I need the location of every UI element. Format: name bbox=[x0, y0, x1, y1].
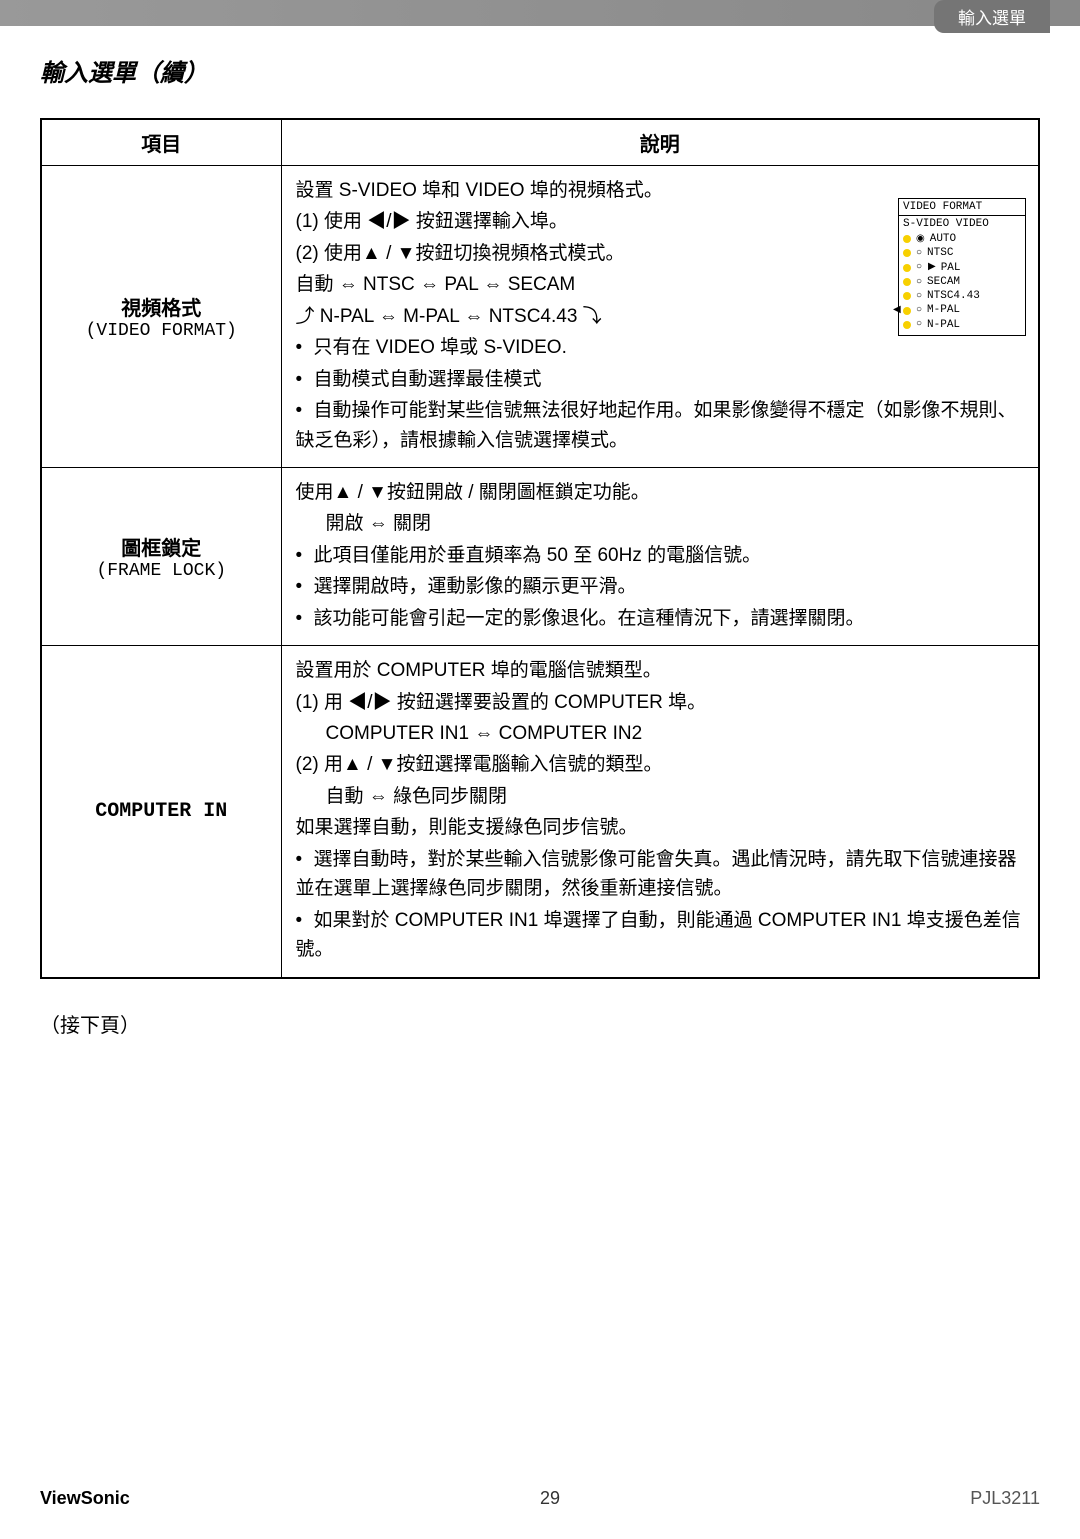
radio-mark: ○ bbox=[916, 318, 922, 331]
row3-desc: 設置用於 COMPUTER 埠的電腦信號類型。 (1) 用 ◀/▶ 按鈕選擇要設… bbox=[281, 646, 1039, 978]
vfb-label: NTSC4.43 bbox=[927, 289, 980, 303]
text: (1) 用 ◀/▶ 按鈕選擇要設置的 COMPUTER 埠。 bbox=[296, 688, 1025, 717]
text: •此項目僅能用於垂直頻率為 50 至 60Hz 的電腦信號。 bbox=[296, 541, 1025, 570]
bullet-text: 此項目僅能用於垂直頻率為 50 至 60Hz 的電腦信號。 bbox=[314, 545, 762, 566]
row2-label-top: 圖框鎖定 bbox=[56, 532, 267, 561]
text: 開啟 ⇔ 關閉 bbox=[296, 509, 1025, 538]
row3-label-text: COMPUTER IN bbox=[56, 800, 267, 823]
row3-label: COMPUTER IN bbox=[41, 646, 281, 978]
arrow-left-icon: ◀ bbox=[893, 304, 901, 316]
text: •自動模式自動選擇最佳模式 bbox=[296, 365, 1025, 394]
main-table: 項目 說明 視頻格式 (VIDEO FORMAT) 設置 S-VIDEO 埠和 … bbox=[40, 118, 1040, 979]
radio-mark: ○ bbox=[916, 247, 922, 260]
circle-icon bbox=[903, 307, 911, 315]
tab-container: 輸入選單 bbox=[0, 0, 1080, 33]
radio-mark: ◉ bbox=[916, 233, 925, 246]
radio-mark: ○ bbox=[916, 290, 922, 303]
col2-header: 說明 bbox=[281, 119, 1039, 166]
text: 使用▲ / ▼按鈕開啟 / 關閉圖框鎖定功能。 bbox=[296, 478, 1025, 507]
vfb-label: M-PAL bbox=[927, 303, 960, 317]
bullet-text: 自動操作可能對某些信號無法很好地起作用。如果影像變得不穩定（如影像不規則、缺乏色… bbox=[296, 400, 1017, 450]
row1-desc: 設置 S-VIDEO 埠和 VIDEO 埠的視頻格式。 (1) 使用 ◀/▶ 按… bbox=[281, 166, 1039, 468]
page-title: 輸入選單（續） bbox=[0, 33, 1080, 108]
text: 自動 ⇔ 綠色同步關閉 bbox=[296, 782, 1025, 811]
table-row: 圖框鎖定 (FRAME LOCK) 使用▲ / ▼按鈕開啟 / 關閉圖框鎖定功能… bbox=[41, 467, 1039, 645]
video-format-box: VIDEO FORMAT S-VIDEO VIDEO ◀ ◉AUTO ○NTSC… bbox=[898, 198, 1026, 336]
table-row: COMPUTER IN 設置用於 COMPUTER 埠的電腦信號類型。 (1) … bbox=[41, 646, 1039, 978]
text: •選擇開啟時，運動影像的顯示更平滑。 bbox=[296, 572, 1025, 601]
vfb-label: SECAM bbox=[927, 275, 960, 289]
text: •只有在 VIDEO 埠或 S-VIDEO. bbox=[296, 333, 1025, 362]
vfb-label: AUTO bbox=[930, 232, 956, 246]
footer-left: ViewSonic bbox=[40, 1488, 130, 1509]
vfb-row: ○ N-PAL bbox=[899, 318, 1025, 332]
vfb-row: ○ NTSC bbox=[899, 246, 1025, 260]
row1-label-top: 視頻格式 bbox=[56, 292, 267, 321]
bullet-text: 該功能可能會引起一定的影像退化。在這種情況下，請選擇關閉。 bbox=[314, 608, 865, 629]
radio-mark: ○ bbox=[916, 304, 922, 317]
vfb-row: ○ ▶ PAL bbox=[899, 261, 1025, 275]
radio-mark: ○ bbox=[916, 276, 922, 289]
text: 設置用於 COMPUTER 埠的電腦信號類型。 bbox=[296, 656, 1025, 685]
bullet-text: 自動模式自動選擇最佳模式 bbox=[314, 369, 542, 390]
bullet-text: 選擇開啟時，運動影像的顯示更平滑。 bbox=[314, 576, 637, 597]
row2-label-bottom: (FRAME LOCK) bbox=[56, 561, 267, 581]
text: 如果選擇自動，則能支援綠色同步信號。 bbox=[296, 813, 1025, 842]
bullet-text: 如果對於 COMPUTER IN1 埠選擇了自動，則能通過 COMPUTER I… bbox=[296, 910, 1021, 960]
text: COMPUTER IN1 ⇔ COMPUTER IN2 bbox=[296, 719, 1025, 748]
footer-center: 29 bbox=[540, 1488, 560, 1509]
table-row: 視頻格式 (VIDEO FORMAT) 設置 S-VIDEO 埠和 VIDEO … bbox=[41, 166, 1039, 468]
circle-icon bbox=[903, 278, 911, 286]
footer: ViewSonic 29 PJL3211 bbox=[0, 1488, 1080, 1539]
text: •選擇自動時，對於某些輸入信號影像可能會失真。遇此情況時，請先取下信號連接器並在… bbox=[296, 845, 1025, 904]
vfb-sub: S-VIDEO VIDEO bbox=[899, 216, 1025, 232]
vfb-label: PAL bbox=[941, 261, 961, 275]
circle-icon bbox=[903, 235, 911, 243]
continued-note: （接下頁） bbox=[0, 999, 1080, 1048]
vfb-label: NTSC bbox=[927, 246, 953, 260]
text: •自動操作可能對某些信號無法很好地起作用。如果影像變得不穩定（如影像不規則、缺乏… bbox=[296, 396, 1025, 455]
vfb-row: ○ M-PAL bbox=[899, 303, 1025, 317]
bullet-text: 選擇自動時，對於某些輸入信號影像可能會失真。遇此情況時，請先取下信號連接器並在選… bbox=[296, 849, 1017, 899]
circle-icon bbox=[903, 264, 911, 272]
vfb-title: VIDEO FORMAT bbox=[899, 199, 1025, 216]
vfb-row: ○ NTSC4.43 bbox=[899, 289, 1025, 303]
circle-icon bbox=[903, 321, 911, 329]
footer-right: PJL3211 bbox=[970, 1488, 1040, 1509]
tab-label: 輸入選單 bbox=[934, 0, 1050, 33]
circle-icon bbox=[903, 249, 911, 257]
vfb-row: ○ SECAM bbox=[899, 275, 1025, 289]
text: (2) 用▲ / ▼按鈕選擇電腦輸入信號的類型。 bbox=[296, 750, 1025, 779]
row2-desc: 使用▲ / ▼按鈕開啟 / 關閉圖框鎖定功能。 開啟 ⇔ 關閉 •此項目僅能用於… bbox=[281, 467, 1039, 645]
col1-header: 項目 bbox=[41, 119, 281, 166]
bullet-text: 只有在 VIDEO 埠或 S-VIDEO. bbox=[314, 337, 567, 358]
vfb-label: N-PAL bbox=[927, 318, 960, 332]
circle-icon bbox=[903, 292, 911, 300]
row2-label: 圖框鎖定 (FRAME LOCK) bbox=[41, 467, 281, 645]
row1-label-bottom: (VIDEO FORMAT) bbox=[56, 321, 267, 341]
row1-label: 視頻格式 (VIDEO FORMAT) bbox=[41, 166, 281, 468]
text: •該功能可能會引起一定的影像退化。在這種情況下，請選擇關閉。 bbox=[296, 604, 1025, 633]
vfb-row: ◉ AUTO bbox=[899, 232, 1025, 246]
text: •如果對於 COMPUTER IN1 埠選擇了自動，則能通過 COMPUTER … bbox=[296, 906, 1025, 965]
radio-mark: ○ ▶ bbox=[916, 261, 936, 274]
